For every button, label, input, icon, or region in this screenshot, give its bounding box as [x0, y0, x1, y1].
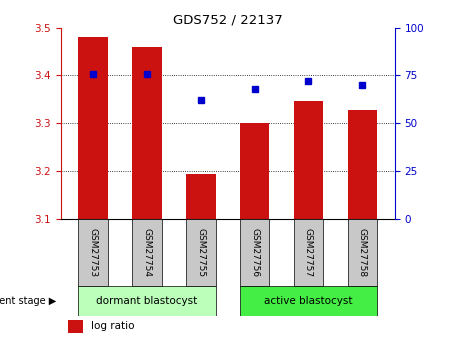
Text: active blastocyst: active blastocyst	[264, 296, 353, 306]
FancyBboxPatch shape	[348, 219, 377, 286]
FancyBboxPatch shape	[240, 286, 377, 316]
FancyBboxPatch shape	[78, 286, 216, 316]
Bar	[132, 47, 162, 219]
Text: dormant blastocyst: dormant blastocyst	[97, 296, 198, 306]
Text: GSM27754: GSM27754	[143, 228, 152, 277]
Title: GDS752 / 22137: GDS752 / 22137	[173, 13, 283, 27]
Bar	[186, 174, 216, 219]
Bar	[68, 320, 83, 333]
FancyBboxPatch shape	[186, 219, 216, 286]
Bar	[78, 37, 108, 219]
Text: development stage ▶: development stage ▶	[0, 296, 56, 306]
Bar	[348, 110, 377, 219]
Text: GSM27757: GSM27757	[304, 228, 313, 277]
FancyBboxPatch shape	[294, 219, 323, 286]
Text: GSM27755: GSM27755	[196, 228, 205, 277]
Bar	[294, 101, 323, 219]
FancyBboxPatch shape	[240, 219, 270, 286]
Text: GSM27753: GSM27753	[89, 228, 98, 277]
Bar	[240, 124, 270, 219]
Text: log ratio: log ratio	[91, 322, 134, 332]
Text: GSM27756: GSM27756	[250, 228, 259, 277]
FancyBboxPatch shape	[78, 219, 108, 286]
FancyBboxPatch shape	[132, 219, 162, 286]
Text: GSM27758: GSM27758	[358, 228, 367, 277]
